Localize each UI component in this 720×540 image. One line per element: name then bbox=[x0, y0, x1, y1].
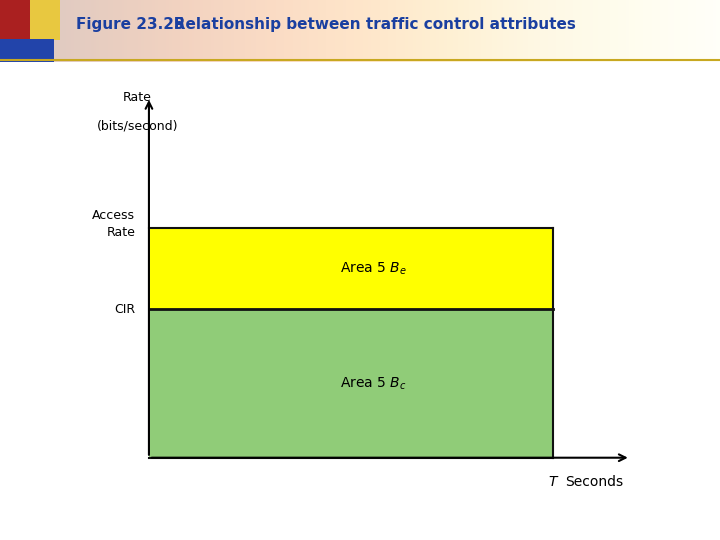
Text: Relationship between traffic control attributes: Relationship between traffic control att… bbox=[158, 17, 576, 32]
Bar bbox=[0, 0, 30, 40]
Text: (bits/second): (bits/second) bbox=[96, 119, 179, 132]
Text: CIR: CIR bbox=[114, 303, 135, 316]
Text: Area 5 $B_e$: Area 5 $B_e$ bbox=[341, 260, 408, 276]
Bar bbox=[0, 38, 54, 62]
Bar bbox=[149, 228, 553, 309]
Text: T: T bbox=[549, 475, 557, 489]
Text: Area 5 $B_c$: Area 5 $B_c$ bbox=[341, 375, 407, 391]
Bar bbox=[149, 309, 553, 458]
Text: Rate: Rate bbox=[123, 91, 152, 104]
Bar bbox=[30, 0, 60, 40]
Text: Figure 23.25: Figure 23.25 bbox=[76, 17, 184, 32]
Text: Access
Rate: Access Rate bbox=[92, 210, 135, 239]
Text: Seconds: Seconds bbox=[565, 475, 623, 489]
